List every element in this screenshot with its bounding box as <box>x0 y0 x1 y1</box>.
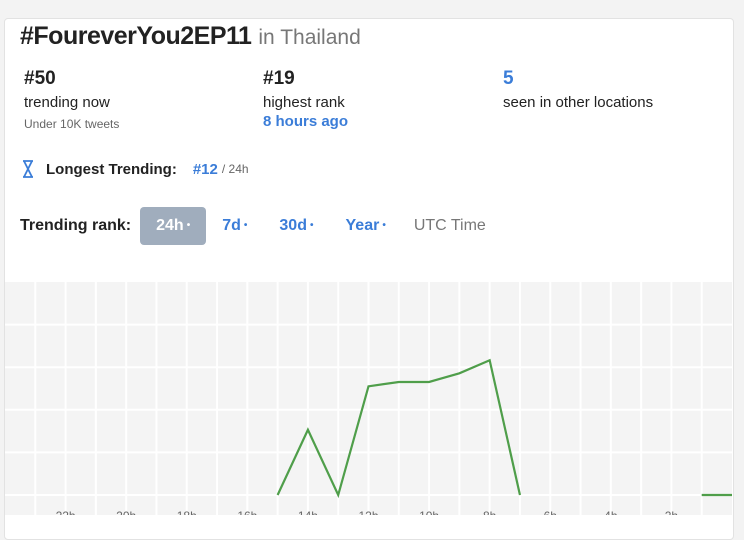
x-tick-label: 6h <box>544 509 557 515</box>
x-tick-label: 14h <box>298 509 318 515</box>
x-tick-label: 16h <box>237 509 257 515</box>
x-tick-label: 20h <box>116 509 136 515</box>
x-tick-label: 8h <box>483 509 496 515</box>
x-tick-label: 12h <box>358 509 378 515</box>
x-tick-label: 2h <box>665 509 678 515</box>
x-tick-label: 22h <box>56 509 76 515</box>
x-tick-label: 18h <box>177 509 197 515</box>
x-tick-label: 4h <box>604 509 617 515</box>
trending-rank-chart: 22h 20h 18h 16h 14h 12h 10h 8h 6h 4h 2h <box>0 0 744 515</box>
x-tick-label: 10h <box>419 509 439 515</box>
